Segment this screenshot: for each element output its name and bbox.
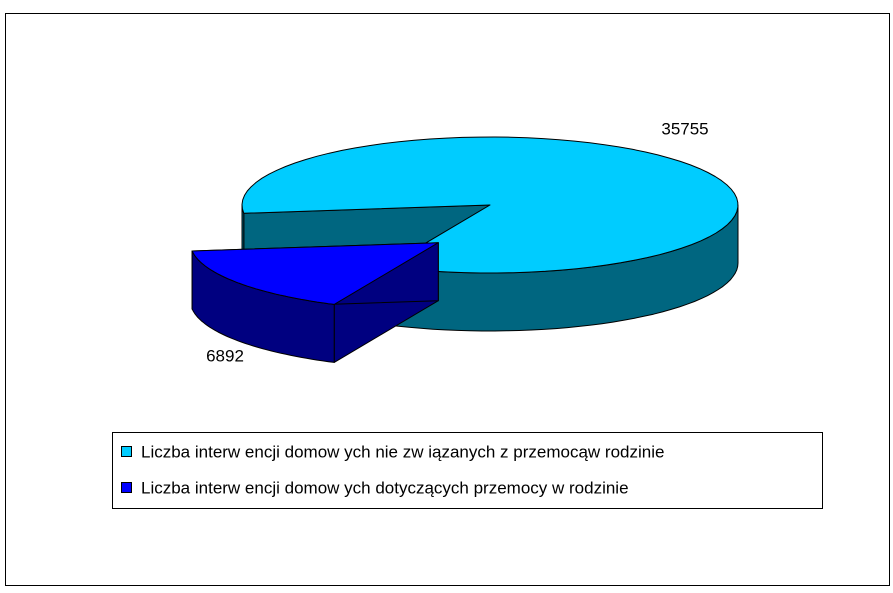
- data-label: 35755: [661, 119, 708, 138]
- data-label: 6892: [206, 346, 244, 365]
- legend-label: Liczba interw encji domow ych nie zw iąz…: [141, 442, 664, 461]
- legend-label: Liczba interw encji domow ych dotyczącyc…: [141, 478, 629, 497]
- slice: [191, 242, 439, 305]
- slice: [241, 136, 739, 274]
- legend-swatch: [121, 482, 132, 493]
- legend-swatch: [121, 446, 132, 457]
- legend-box: [112, 432, 823, 509]
- pie: [191, 136, 739, 363]
